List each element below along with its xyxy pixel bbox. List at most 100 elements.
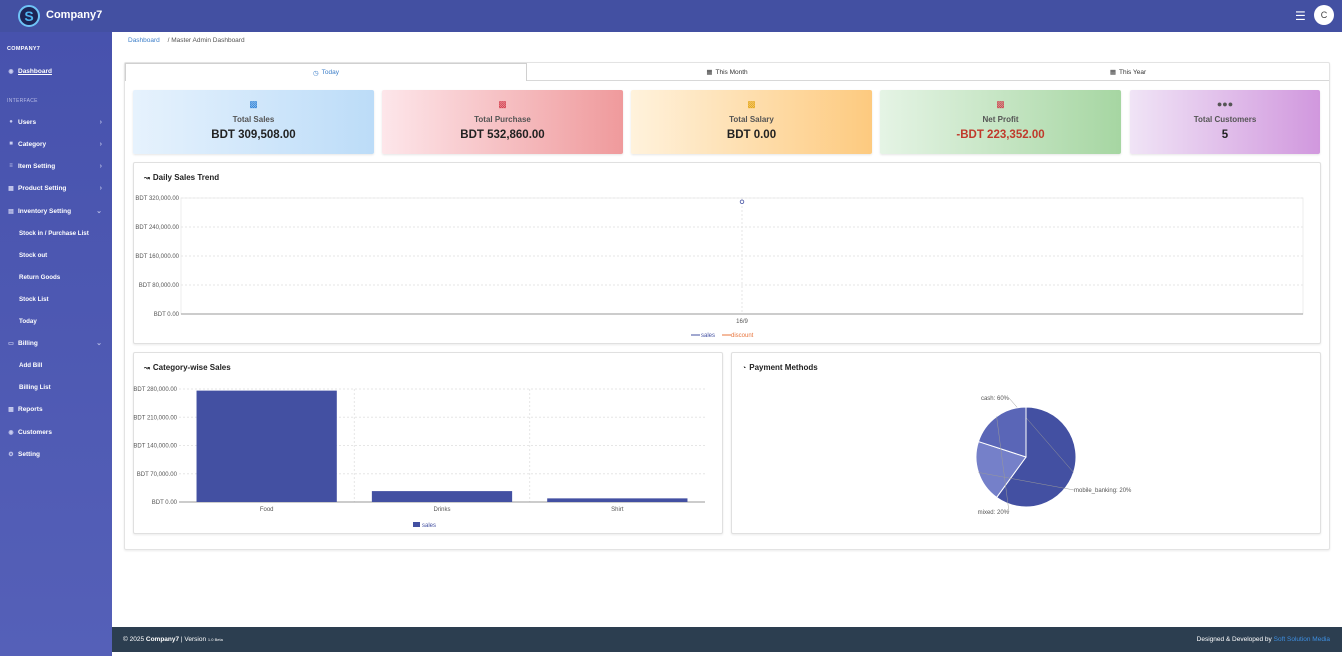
company-logo[interactable]: S: [18, 5, 40, 27]
legend-label-sales: sales: [701, 333, 715, 339]
sidebar-item-label: Billing: [18, 339, 38, 347]
footer-right: Designed & Developed by Soft Solution Me…: [1196, 636, 1330, 643]
line-chart-icon: ↝: [144, 365, 150, 372]
sidebar-item-users[interactable]: ● Users ›: [0, 115, 112, 129]
card-value: BDT 0.00: [726, 129, 777, 141]
chevron-right-icon: ›: [99, 140, 102, 148]
tab-today[interactable]: ◷ Today: [125, 63, 527, 81]
dashboard-icon: ◉: [8, 68, 14, 75]
tab-this-month[interactable]: ▦ This Month: [527, 63, 927, 81]
pie-label: cash: 60%: [981, 396, 1010, 402]
customers-icon: ◉: [8, 429, 14, 436]
sidebar-item-customers[interactable]: ◉ Customers: [0, 425, 112, 439]
sidebar-item-product-setting[interactable]: ▦ Product Setting ›: [0, 181, 112, 195]
card-title: Net Profit: [982, 115, 1019, 124]
sidebar-company-heading: COMPANY7: [7, 46, 41, 52]
x-tick-label: Drinks: [433, 507, 450, 513]
sidebar-subitem-stock-in[interactable]: Stock in / Purchase List: [19, 230, 89, 237]
breadcrumb-dashboard-link[interactable]: Dashboard: [128, 37, 160, 44]
card-total-customers: ●●● Total Customers 5: [1130, 90, 1320, 154]
y-tick-label: BDT 160,000.00: [135, 254, 179, 260]
sidebar-subitem-today[interactable]: Today: [19, 318, 37, 325]
dashboard-panel: [124, 62, 1330, 550]
pie-label-leader: [978, 472, 1075, 491]
money-icon: ▩: [498, 99, 507, 109]
sidebar-subitem-billing-list[interactable]: Billing List: [19, 384, 51, 391]
tab-divider: [527, 80, 1329, 81]
footer-developer-link[interactable]: Soft Solution Media: [1273, 636, 1330, 643]
sidebar-item-item-setting[interactable]: ≡ Item Setting ›: [0, 159, 112, 173]
chevron-right-icon: ›: [99, 162, 102, 170]
box-icon: ▦: [8, 185, 14, 192]
users-icon: ●: [9, 119, 13, 125]
breadcrumb-current: / Master Admin Dashboard: [167, 37, 245, 44]
billing-icon: ▭: [8, 340, 14, 347]
card-title: Total Salary: [729, 115, 774, 124]
x-tick-label: Food: [260, 507, 274, 513]
footer: © 2025 Company7 | Version 1.0 Beta Desig…: [112, 627, 1342, 652]
x-tick-label: Shirt: [611, 507, 624, 513]
list-icon: ≡: [9, 163, 13, 169]
sidebar-subitem-add-bill[interactable]: Add Bill: [19, 362, 43, 369]
folder-icon: ■: [9, 141, 13, 147]
tab-label: This Month: [715, 68, 748, 76]
warehouse-icon: ▤: [8, 208, 14, 215]
sidebar-item-setting[interactable]: ⚙ Setting: [0, 447, 112, 461]
footer-left: © 2025 Company7 | Version 1.0 Beta: [123, 636, 223, 643]
sidebar-item-label: Dashboard: [18, 67, 52, 75]
tab-this-year[interactable]: ▦ This Year: [927, 63, 1329, 81]
top-navbar: S Company7 ☰ C: [0, 0, 1342, 32]
sidebar-subitem-stock-list[interactable]: Stock List: [19, 296, 49, 303]
card-total-sales: ▩ Total Sales BDT 309,508.00: [133, 90, 374, 154]
card-total-purchase: ▩ Total Purchase BDT 532,860.00: [382, 90, 623, 154]
chevron-right-icon: ›: [99, 118, 102, 126]
sidebar-item-category[interactable]: ■ Category ›: [0, 137, 112, 151]
pie-chart-icon: ◔: [742, 365, 747, 372]
bar-food: [196, 390, 337, 502]
tab-label: Today: [321, 69, 340, 76]
legend-label-sales: sales: [422, 523, 436, 529]
y-tick-label: BDT 280,000.00: [133, 387, 177, 393]
pie-label: mobile_banking: 20%: [1074, 488, 1132, 494]
user-avatar[interactable]: C: [1314, 5, 1334, 25]
legend-marker-sales: [413, 522, 420, 527]
card-title: Total Purchase: [474, 115, 531, 124]
card-value: -BDT 223,352.00: [956, 129, 1045, 141]
sidebar-item-label: Users: [18, 118, 37, 126]
sidebar-item-billing[interactable]: ▭ Billing ⌄: [0, 336, 112, 350]
sidebar-item-label: Inventory Setting: [18, 207, 72, 215]
brand-name[interactable]: Company7: [46, 9, 103, 21]
y-tick-label: BDT 210,000.00: [133, 415, 177, 421]
sidebar-item-label: Setting: [18, 450, 41, 458]
sidebar-subitem-return-goods[interactable]: Return Goods: [19, 274, 61, 281]
sidebar-item-reports[interactable]: ▩ Reports: [0, 402, 112, 416]
daily-sales-trend-title: ↝ Daily Sales Trend: [144, 173, 220, 182]
category-sales-title: ↝ Category-wise Sales: [144, 363, 231, 372]
card-title: Total Sales: [232, 115, 275, 124]
sidebar-subitem-stock-out[interactable]: Stock out: [19, 252, 48, 259]
card-value: 5: [1221, 129, 1229, 141]
category-sales-bar-chart: BDT 0.00 BDT 70,000.00 BDT 140,000.00 BDT 2…: [133, 387, 705, 529]
sidebar-item-inventory-setting[interactable]: ▤ Inventory Setting ⌄: [0, 204, 112, 218]
y-tick-label: BDT 320,000.00: [135, 196, 179, 202]
sidebar-item-label: Product Setting: [18, 184, 67, 192]
gear-icon: ⚙: [8, 451, 14, 458]
bar-drinks: [371, 491, 513, 502]
chevron-down-icon: ⌄: [96, 208, 102, 215]
money-icon: ▩: [249, 99, 258, 109]
y-tick-label: BDT 80,000.00: [139, 283, 180, 289]
sidebar-item-dashboard[interactable]: ◉ Dashboard: [0, 64, 112, 78]
pie-label: mixed: 20%: [978, 510, 1010, 516]
menu-toggle-icon[interactable]: ☰: [1295, 9, 1306, 23]
pie-label-leader: [996, 416, 1010, 513]
y-tick-label: BDT 0.00: [152, 500, 178, 506]
calendar-icon: ▦: [706, 69, 713, 76]
footer-brand: Company7: [145, 636, 180, 643]
card-value: BDT 532,860.00: [460, 129, 545, 141]
legend-label-discount: discount: [731, 333, 754, 339]
card-value: BDT 309,508.00: [211, 129, 296, 141]
sidebar-item-label: Category: [18, 140, 47, 148]
data-point-sales: [739, 199, 745, 205]
sidebar-item-label: Item Setting: [18, 162, 56, 170]
chevron-right-icon: ›: [99, 184, 102, 192]
